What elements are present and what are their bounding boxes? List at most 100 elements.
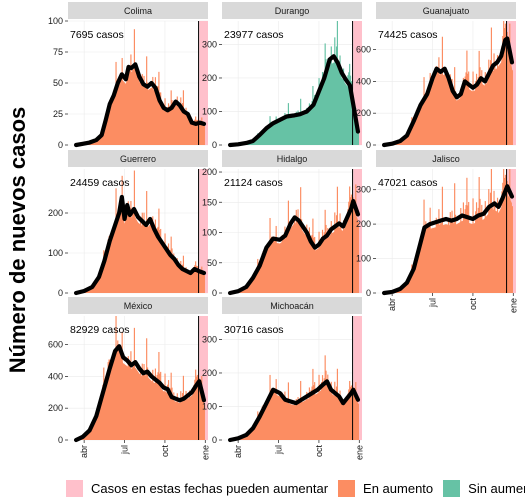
y-tick-label: 0 [212,288,217,298]
x-tick-label: abr [387,298,397,311]
panel-strip [376,2,516,19]
y-tick-label: 150 [202,197,217,207]
bar-area [384,45,512,145]
x-tick-label: abr [79,445,89,458]
daily-bar [203,126,206,145]
bar-area [76,70,204,145]
y-tick-label: 600 [356,45,371,55]
panel-strip [222,150,362,167]
panel-total-label: 23977 casos [224,29,284,41]
uncertain-band [353,21,362,145]
y-tick-label: 600 [48,340,63,350]
daily-bar [203,403,206,440]
panel-total-label: 74425 casos [378,29,438,41]
y-tick-label: 100 [48,248,63,258]
daily-bar [511,206,514,293]
y-tick-label: 25 [53,109,63,119]
y-tick-label: 200 [202,167,217,177]
legend-label-increase: En aumento [363,480,434,496]
daily-bar [511,70,514,145]
y-tick-label: 0 [366,288,371,298]
x-tick-label: ene [354,445,364,460]
y-tick-label: 0 [212,435,217,445]
y-tick-label: 100 [202,401,217,411]
y-tick-label: 0 [212,140,217,150]
x-tick-label: oct [160,445,170,458]
x-tick-label: jul [274,445,284,455]
panel-strip [376,150,516,167]
legend-swatch-increase [338,479,356,497]
y-tick-label: 200 [48,403,63,413]
legend-swatch-no-increase [443,479,461,497]
panel-title: Durango [275,6,310,16]
y-tick-label: 200 [356,108,371,118]
bar-area [230,207,358,293]
x-tick-label: oct [468,298,478,311]
uncertain-band [199,169,208,293]
legend-swatch-uncertain [66,479,83,497]
bar-area [76,203,204,293]
legend-label-no-increase: Sin aumento [468,480,525,496]
legend-item-no-increase: Sin aumento [443,479,525,497]
panel-guanajuato: Guanajuato 0 200 400 600 74425 casos [356,2,516,150]
daily-bar [357,222,360,293]
panel-mexico: México 0 200 400 600 82929 casos abr jul oct ene [48,297,210,460]
panel-strip [222,2,362,19]
legend-label-uncertain: Casos en estas fechas pueden aumentar [91,480,329,496]
y-tick-label: 200 [202,73,217,83]
uncertain-band [353,316,362,440]
y-tick-label: 0 [366,140,371,150]
panel-total-label: 21124 casos [224,177,283,189]
panel-title: Colima [124,6,152,16]
panel-total-label: 47021 casos [378,177,438,189]
panel-title: México [124,301,153,311]
panel-total-label: 30716 casos [224,324,284,336]
legend-item-increase: En aumento [338,479,434,497]
panel-title: Michoacán [270,301,314,311]
trend-line [227,198,361,296]
panel-total-label: 7695 casos [70,29,124,41]
y-tick-label: 300 [356,185,371,195]
y-tick-label: 200 [202,368,217,378]
panel-title: Guerrero [120,154,156,164]
y-tick-label: 75 [53,47,63,57]
panel-total-label: 82929 casos [70,324,130,336]
trend-line [227,54,361,148]
trend-line [227,379,361,443]
y-tick-label: 300 [202,39,217,49]
trend-line [73,194,207,296]
panel-strip [68,150,208,167]
panel-strip [68,297,208,314]
x-tick-label: ene [200,445,210,460]
y-tick-label: 100 [356,254,371,264]
panel-hidalgo: Hidalgo 0 50 100 150 200 21124 casos [202,150,362,298]
y-tick-label: 50 [53,78,63,88]
trend-line [73,344,207,443]
trend-line [381,184,515,296]
x-tick-label: oct [314,445,324,458]
y-tick-label: 0 [58,140,63,150]
x-tick-label: jul [120,445,130,455]
y-tick-label: 200 [48,208,63,218]
y-tick-label: 100 [202,228,217,238]
bar-area [384,193,512,293]
bar-area [230,62,358,145]
panel-strip [68,2,208,19]
faceted-bar-chart: Colima 0 25 50 75 100 7695 casos Durango 0 100 200… [48,2,518,460]
panel-durango: Durango 0 100 200 300 23977 casos [202,2,362,150]
panel-title: Hidalgo [277,154,308,164]
x-tick-label: abr [233,445,243,458]
uncertain-band [199,21,208,145]
legend-item-uncertain: Casos en estas fechas pueden aumentar [66,479,329,497]
daily-bar [357,403,360,440]
x-tick-label: ene [508,298,518,313]
panel-guerrero: Guerrero 0 100 200 24459 casos [48,150,208,298]
bar-area [230,385,358,440]
y-tick-label: 400 [48,371,63,381]
daily-bar [203,275,206,293]
y-tick-label: 100 [202,106,217,116]
y-tick-label: 300 [202,334,217,344]
daily-bar [357,132,360,145]
panel-title: Jalisco [432,154,460,164]
trend-line [381,36,515,148]
